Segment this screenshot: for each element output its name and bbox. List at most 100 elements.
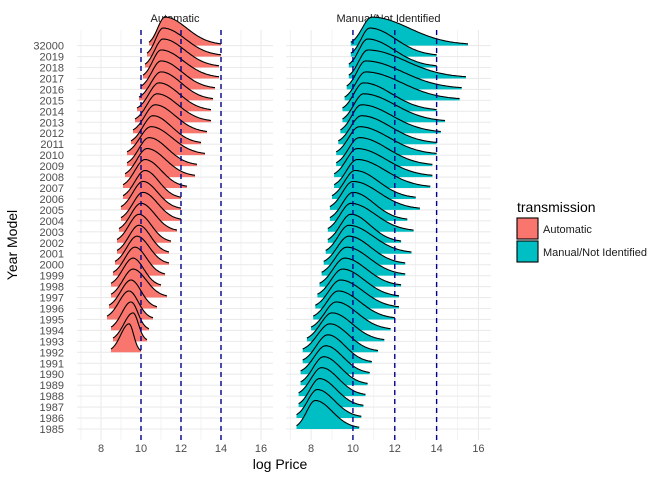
ridge-outline <box>331 169 416 198</box>
y-tick-label: 2000 <box>40 260 64 272</box>
x-tick-label: 8 <box>98 443 104 455</box>
ridge-outline <box>342 82 437 111</box>
x-tick-label: 10 <box>135 443 147 455</box>
y-tick-label: 1994 <box>40 325 64 337</box>
y-tick-label: 2014 <box>40 106 64 118</box>
ridge-outline <box>306 312 385 341</box>
x-tick-label: 12 <box>389 443 401 455</box>
y-tick-label: 1989 <box>40 380 64 392</box>
y-tick-label: 1992 <box>40 347 64 359</box>
ridge-outline <box>317 268 400 297</box>
ridge-outline <box>296 389 362 417</box>
ridge-outline <box>350 27 437 56</box>
x-tick-label: 12 <box>175 443 187 455</box>
x-tick-label: 16 <box>255 443 267 455</box>
ridge-outline <box>348 49 466 78</box>
y-tick-label: 2009 <box>40 161 64 173</box>
ridge-outline <box>130 115 202 143</box>
panel-manual: Manual/Not Identified 8 10 12 14 16 <box>286 13 491 455</box>
ridge-outline <box>124 148 196 176</box>
ridge-outline <box>323 235 406 264</box>
y-tick-label: 1985 <box>40 424 64 436</box>
legend-swatch <box>516 217 539 240</box>
y-tick-label: 2016 <box>40 84 64 96</box>
y-tick-label: 2015 <box>40 95 64 107</box>
y-tick-label: 2019 <box>40 52 64 64</box>
y-tick-label: 32000 <box>33 41 64 53</box>
y-tick-label: 1991 <box>40 358 64 370</box>
y-tick-label: 2005 <box>40 205 64 217</box>
ridge-outline <box>110 257 162 286</box>
ridge-outline <box>346 60 462 89</box>
y-axis-label: Year Model <box>4 210 20 280</box>
ridge-outline <box>116 213 172 242</box>
ridge-outline <box>302 334 372 363</box>
ridge-outline <box>136 82 212 111</box>
ridge-outline <box>132 104 208 132</box>
y-tick-label: 2004 <box>40 216 64 228</box>
ridge-outline <box>122 169 182 198</box>
ridge-outline <box>335 137 433 165</box>
ridge-outline <box>110 323 142 351</box>
x-tick-label: 14 <box>215 443 227 455</box>
ridge-outline <box>315 279 400 308</box>
y-tick-label: 2002 <box>40 238 64 250</box>
ridge-outline <box>312 290 395 319</box>
y-tick-label: 2018 <box>40 63 64 75</box>
y-tick-label: 2001 <box>40 249 64 261</box>
ridge-outline <box>298 367 366 395</box>
ridge-outline <box>342 93 446 122</box>
ridge-outline <box>338 115 437 143</box>
y-tick-label: 1996 <box>40 304 64 316</box>
y-tick-label: 2007 <box>40 183 64 195</box>
ridge-outline <box>348 38 437 67</box>
y-tick-label: 1990 <box>40 369 64 381</box>
ridge-outline <box>300 345 370 373</box>
x-tick-label: 10 <box>347 443 359 455</box>
ridge-outline <box>302 323 379 352</box>
ridge-outline <box>327 202 414 231</box>
ridge-outline <box>106 290 154 319</box>
ridge-outline <box>110 301 150 330</box>
legend-title: transmission <box>517 199 596 215</box>
ridge-outline <box>138 71 214 100</box>
ridge-outline <box>144 38 220 67</box>
ridge-outline <box>108 279 158 308</box>
x-axis-label: log Price <box>253 456 308 472</box>
legend-swatch <box>516 240 539 263</box>
y-tick-label: 1995 <box>40 314 64 326</box>
ridge-outline <box>333 148 433 176</box>
ridge-outline <box>296 399 360 428</box>
ridge-outline <box>118 202 178 231</box>
y-tick-label: 1997 <box>40 293 64 305</box>
x-tick-label: 8 <box>308 443 314 455</box>
y-tick-label: 1998 <box>40 282 64 294</box>
legend: transmission Automatic Manual/Not Identif… <box>516 199 647 263</box>
ridge-outline <box>116 224 170 253</box>
ridge-outline <box>329 191 408 220</box>
legend-label: Manual/Not Identified <box>543 247 647 259</box>
legend-label: Automatic <box>543 224 592 236</box>
ridge-outline <box>126 126 206 154</box>
ridge-outline <box>112 246 166 275</box>
y-tick-label: 1986 <box>40 413 64 425</box>
ridge-outline <box>340 104 441 132</box>
x-tick-label: 14 <box>430 443 442 455</box>
ridge-outline <box>321 246 406 275</box>
ridge-outline <box>325 224 412 253</box>
y-tick-label: 2006 <box>40 194 64 206</box>
y-tick-label: 1993 <box>40 336 64 348</box>
ridge-outline <box>333 158 431 187</box>
y-tick-label: 2008 <box>40 172 64 184</box>
ridge-outline <box>134 93 212 122</box>
ridge-outline <box>122 158 188 187</box>
ridge-outline <box>126 137 198 165</box>
ridge-outline <box>300 356 368 384</box>
ridge-outline <box>344 71 460 100</box>
ridge-outline <box>140 60 216 89</box>
y-tick-label: 1987 <box>40 402 64 414</box>
y-tick-label: 2003 <box>40 227 64 239</box>
